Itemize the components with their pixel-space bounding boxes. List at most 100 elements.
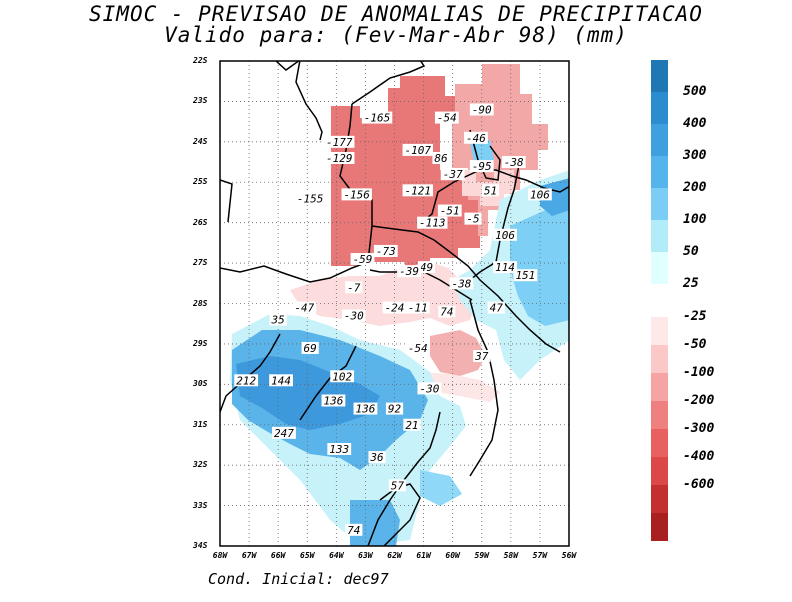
map-label-background [350, 253, 375, 266]
x-tick-label: 59W [474, 551, 489, 560]
chart-title: SIMOC - PREVISAO DE ANOMALIAS DE PRECIPI… [89, 2, 703, 26]
map-value-label: 144 [271, 374, 291, 387]
map-label-background [341, 309, 366, 322]
map-value-label: 51 [484, 184, 497, 197]
colorbar-label: -50 [683, 337, 707, 352]
map-value-label: 106 [530, 188, 550, 201]
chart-subtitle: Valido para: (Fev-Mar-Abr 98) (mm) [164, 23, 628, 47]
y-tick-label: 33S [193, 500, 208, 510]
colorbar-swatch [651, 457, 668, 485]
map-value-label: 133 [329, 443, 349, 456]
map-label-background [493, 261, 517, 274]
map-label-background [341, 188, 372, 201]
map-value-label: -95 [472, 160, 492, 173]
map-label-background [345, 281, 363, 294]
map-value-label: -46 [466, 132, 486, 145]
map-label-background [440, 168, 465, 181]
map-value-label: -24 [385, 302, 405, 315]
map-label-background [438, 305, 456, 318]
map-value-label: -38 [504, 156, 524, 169]
colorbar-swatch [651, 156, 668, 188]
map-label-background [330, 370, 355, 383]
y-tick-label: 32S [193, 460, 208, 470]
colorbar-label: 400 [683, 116, 707, 131]
x-tick-label: 66W [270, 551, 286, 560]
map-value-label: -47 [294, 302, 314, 315]
map-label-background [464, 212, 482, 225]
map-label-background [294, 192, 326, 205]
map-value-label: -37 [443, 168, 463, 181]
map-label-background [373, 244, 398, 257]
colorbar-label: -400 [683, 449, 715, 464]
x-tick-label: 58W [503, 551, 519, 560]
x-tick-label: 63W [358, 551, 373, 560]
map-label-background [528, 188, 552, 201]
map-frame [219, 60, 570, 547]
map-value-label: 57 [391, 479, 405, 492]
map-value-label: 212 [236, 374, 256, 387]
map-value-label: 36 [369, 451, 384, 464]
map-value-label: -177 [326, 136, 353, 149]
colorbar-label: 300 [683, 148, 707, 163]
map-label-background [272, 426, 296, 439]
map-value-label: -90 [472, 104, 492, 117]
border-line [469, 299, 499, 477]
map-value-label: -54 [408, 342, 428, 355]
map-label-background [449, 277, 474, 290]
border-line [220, 179, 233, 223]
map-label-background [368, 451, 386, 464]
colorbar-label: 100 [683, 212, 707, 227]
y-tick-label: 30S [193, 379, 208, 389]
map-label-background [382, 301, 407, 314]
y-tick-label: 28S [193, 298, 208, 308]
anomaly-region-positive-southeast-tail [420, 470, 462, 506]
map-value-label: 247 [274, 427, 294, 440]
map-label-background [501, 156, 526, 169]
map-value-label: 102 [332, 370, 352, 383]
anomaly-region-weak-negative-south [420, 372, 500, 402]
map-label-background [417, 216, 448, 229]
y-tick-label: 29S [193, 338, 208, 348]
map-label-background [405, 341, 430, 354]
map-label-background [469, 160, 494, 173]
colorbar-swatch [651, 60, 668, 92]
x-tick-label: 65W [300, 551, 315, 560]
map-value-label: -129 [326, 152, 353, 165]
colorbar-label: 200 [683, 180, 707, 195]
map-value-label: 21 [405, 419, 418, 432]
map-value-label: -30 [419, 382, 439, 395]
x-tick-label: 67W [241, 551, 257, 560]
y-tick-label: 22S [193, 56, 208, 65]
anomaly-region-positive-southwest-tail [350, 500, 400, 546]
map-label-background [388, 479, 407, 492]
map-value-label: 74 [347, 524, 360, 537]
colorbar-label: -300 [683, 421, 715, 436]
colorbar-label: -100 [683, 365, 715, 380]
colorbar-label: 25 [683, 276, 699, 291]
x-tick-label: 60W [445, 551, 460, 560]
map-value-label: 74 [440, 306, 453, 319]
map-label-background [324, 135, 355, 148]
map-label-background [403, 418, 421, 431]
map-label-background [464, 131, 488, 144]
x-tick-label: 68W [212, 551, 228, 560]
map-value-label: -107 [405, 144, 432, 157]
map-value-label: -11 [408, 302, 428, 315]
map-label-background [402, 184, 433, 197]
border-line [371, 225, 561, 353]
colorbar-swatch [651, 252, 668, 284]
map-label-background [437, 204, 462, 217]
map-value-label: -51 [440, 205, 460, 218]
y-tick-label: 27S [193, 258, 208, 268]
map-value-label: 114 [495, 261, 515, 274]
map-value-label: 92 [388, 403, 402, 416]
colorbar-swatch [651, 373, 668, 401]
border-line [351, 61, 426, 105]
map-value-label: 136 [355, 403, 375, 416]
map-value-label: -59 [353, 253, 373, 266]
map-value-label: 35 [271, 314, 285, 327]
map-label-background [432, 152, 450, 164]
map-label-background [397, 265, 421, 278]
